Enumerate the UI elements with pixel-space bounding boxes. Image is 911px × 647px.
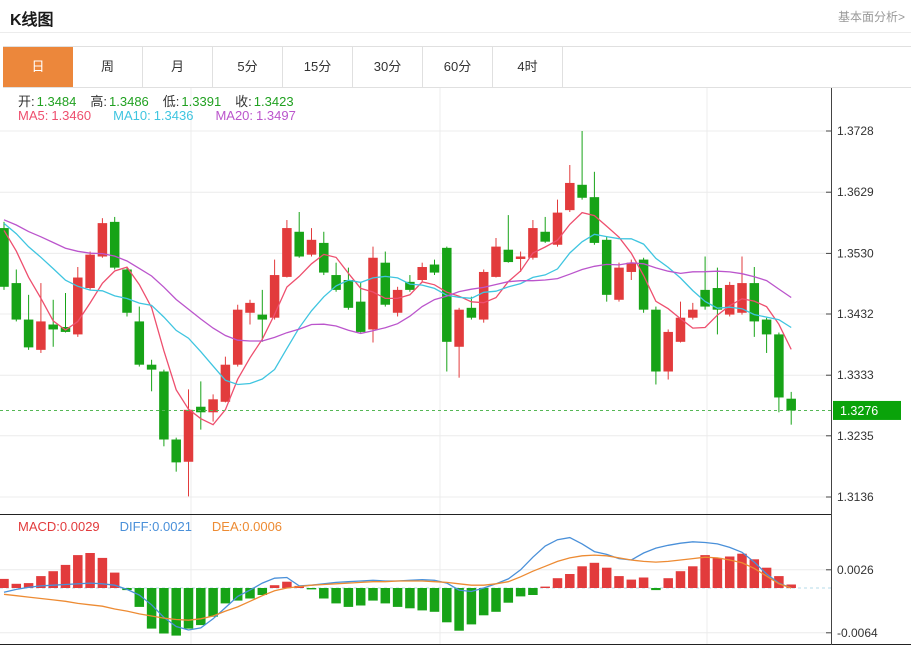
diff-value: DIFF:0.0021 [119, 519, 192, 534]
macd-value: MACD:0.0029 [18, 519, 100, 534]
ohlc-high: 高: 1.3486 [90, 94, 149, 109]
y-axis-labels: 1.3728 1.3629 1.3530 1.3432 1.3333 1.3235 1.31… [826, 124, 878, 640]
ma-lines [3, 211, 792, 426]
ma10-line [3, 222, 792, 386]
ma10-legend: MA10: 1.3436 [113, 108, 194, 123]
tab-month[interactable]: 月 [143, 47, 213, 87]
last-price-badge: 1.3276 [833, 400, 901, 420]
header-divider [0, 32, 911, 33]
interval-tab-bar: 日 周 月 5分 15分 30分 60分 4时 [3, 46, 911, 88]
svg-text:1.3530: 1.3530 [837, 246, 874, 260]
svg-text:1.3136: 1.3136 [837, 490, 874, 504]
ma-legend: MA5: 1.3460 MA10: 1.3436 MA20: 1.3497 [18, 108, 296, 123]
ohlc-low: 低: 1.3391 [162, 94, 222, 109]
dea-line [3, 554, 792, 621]
macd-legend: MACD:0.0029 DIFF:0.0021 DEA:0.0006 [18, 519, 282, 534]
page-title: K线图 [10, 12, 54, 29]
ma20-legend: MA20: 1.3497 [215, 108, 296, 123]
chart-frame [0, 88, 911, 645]
ohlc-close: 收: 1.3423 [235, 94, 294, 109]
svg-text:-0.0064: -0.0064 [837, 626, 878, 640]
tab-60min[interactable]: 60分 [423, 47, 493, 87]
svg-text:1.3432: 1.3432 [837, 307, 874, 321]
svg-text:1.3629: 1.3629 [837, 185, 874, 199]
fundamental-analysis-link[interactable]: 基本面分析> [837, 10, 905, 24]
tab-30min[interactable]: 30分 [353, 47, 423, 87]
ma5-legend: MA5: 1.3460 [18, 108, 92, 123]
macd-histogram [0, 553, 796, 636]
svg-text:0.0026: 0.0026 [837, 563, 874, 577]
tab-15min[interactable]: 15分 [283, 47, 353, 87]
tab-4hour[interactable]: 4时 [493, 47, 563, 87]
tab-week[interactable]: 周 [73, 47, 143, 87]
macd-lines [3, 536, 792, 631]
tab-day[interactable]: 日 [3, 47, 73, 87]
svg-text:1.3728: 1.3728 [837, 124, 874, 138]
ohlc-legend: 开: 1.3484 高: 1.3486 低: 1.3391 收: 1.3423 [18, 91, 294, 110]
ohlc-open: 开: 1.3484 [18, 94, 77, 109]
diff-line [3, 536, 792, 631]
svg-text:1.3276: 1.3276 [840, 404, 878, 418]
ma20-line [3, 219, 792, 342]
svg-text:1.3333: 1.3333 [837, 368, 874, 382]
tab-5min[interactable]: 5分 [213, 47, 283, 87]
ma5-line [3, 211, 792, 426]
candles [0, 131, 796, 497]
dea-value: DEA:0.0006 [211, 519, 283, 534]
svg-text:1.3235: 1.3235 [837, 429, 874, 443]
